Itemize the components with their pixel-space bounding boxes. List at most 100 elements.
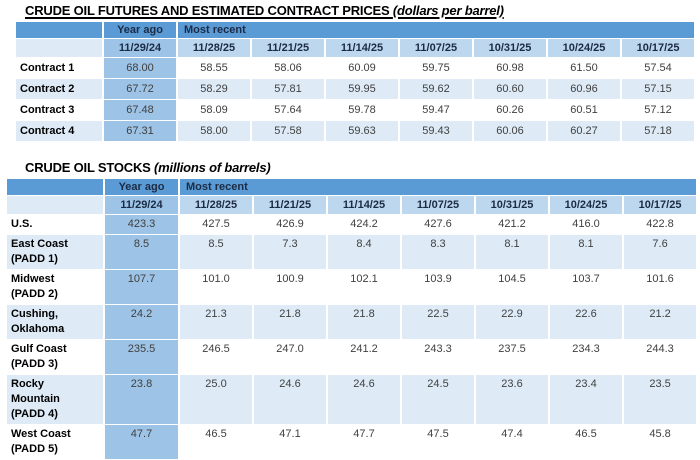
table-row: Cushing, Oklahoma 24.2 21.3 21.8 21.8 22.5 22.9…	[7, 305, 697, 339]
value-cell: 47.4	[476, 425, 548, 459]
table-row: Midwest (PADD 2) 107.7 101.0 100.9 102.1 103.9…	[7, 270, 697, 304]
value-cell: 22.5	[402, 305, 474, 339]
value-cell: 426.9	[254, 215, 326, 234]
value-cell: 8.3	[402, 235, 474, 269]
year-ago-value-cell: 67.72	[104, 79, 176, 99]
group-header-row: Year ago Most recent	[16, 22, 695, 38]
futures-title-unit-note: (dollars per barrel)	[392, 3, 504, 18]
date-header-row: 11/29/24 11/28/25 11/21/25 11/14/25 11/07/25…	[16, 39, 695, 57]
table-row: West Coast (PADD 5) 47.7 46.5 47.1 47.7 47.5 47…	[7, 425, 697, 459]
date-header-cell: 11/07/25	[400, 39, 472, 57]
table-row: Contract 1 68.00 58.55 58.06 60.09 59.75 60.98…	[16, 58, 695, 78]
date-header-cell: 10/17/25	[624, 196, 697, 214]
futures-table-title: CRUDE OIL FUTURES AND ESTIMATED CONTRACT…	[25, 3, 700, 18]
row-label-line: (PADD 2)	[11, 288, 58, 300]
value-cell: 47.5	[402, 425, 474, 459]
table-row: U.S. 423.3 427.5 426.9 424.2 427.6 421.2 416.0 4…	[7, 215, 697, 234]
value-cell: 60.98	[474, 58, 546, 78]
value-cell: 59.78	[326, 100, 398, 120]
value-cell: 60.96	[548, 79, 620, 99]
value-cell: 24.6	[254, 375, 326, 424]
value-cell: 424.2	[328, 215, 400, 234]
value-cell: 57.12	[622, 100, 695, 120]
value-cell: 22.9	[476, 305, 548, 339]
value-cell: 60.51	[548, 100, 620, 120]
value-cell: 100.9	[254, 270, 326, 304]
value-cell: 103.7	[550, 270, 622, 304]
value-cell: 47.7	[328, 425, 400, 459]
date-row-spacer-cell	[7, 196, 103, 214]
table-row: Gulf Coast (PADD 3) 235.5 246.5 247.0 241.2 24…	[7, 340, 697, 374]
value-cell: 21.8	[254, 305, 326, 339]
row-label-line: East Coast	[11, 238, 68, 250]
row-label-line: (PADD 1)	[11, 253, 58, 265]
value-cell: 421.2	[476, 215, 548, 234]
year-ago-value-cell: 23.8	[105, 375, 178, 424]
row-label-line: Oklahoma	[11, 323, 65, 335]
value-cell: 234.3	[550, 340, 622, 374]
value-cell: 21.2	[624, 305, 697, 339]
futures-title-text: CRUDE OIL FUTURES AND ESTIMATED CONTRACT…	[25, 3, 390, 18]
row-label-line: Midwest	[11, 273, 55, 285]
row-label-line: Contract 3	[20, 104, 75, 116]
row-label-cell: Cushing, Oklahoma	[7, 305, 103, 339]
value-cell: 59.47	[400, 100, 472, 120]
date-header-cell: 10/17/25	[622, 39, 695, 57]
value-cell: 60.09	[326, 58, 398, 78]
year-ago-value-cell: 423.3	[105, 215, 178, 234]
crude-oil-futures-table: Year ago Most recent 11/29/24 11/28/25 11/21…	[14, 21, 696, 142]
value-cell: 60.06	[474, 121, 546, 141]
value-cell: 22.6	[550, 305, 622, 339]
year-ago-band-cell: Year ago	[104, 22, 176, 38]
date-header-cell: 10/31/25	[474, 39, 546, 57]
value-cell: 58.55	[178, 58, 250, 78]
value-cell: 57.15	[622, 79, 695, 99]
corner-cell	[16, 22, 102, 38]
row-label-line: Contract 1	[20, 62, 75, 74]
row-label-line: U.S.	[11, 218, 33, 230]
value-cell: 57.81	[252, 79, 324, 99]
value-cell: 246.5	[180, 340, 252, 374]
value-cell: 416.0	[550, 215, 622, 234]
value-cell: 59.63	[326, 121, 398, 141]
year-ago-value-cell: 107.7	[105, 270, 178, 304]
row-label-cell: Contract 1	[16, 58, 102, 78]
table-row: Contract 4 67.31 58.00 57.58 59.63 59.43 60.06…	[16, 121, 695, 141]
value-cell: 23.4	[550, 375, 622, 424]
date-header-cell: 10/24/25	[548, 39, 620, 57]
value-cell: 25.0	[180, 375, 252, 424]
row-label-line: (PADD 5)	[11, 443, 58, 455]
value-cell: 427.6	[402, 215, 474, 234]
value-cell: 57.54	[622, 58, 695, 78]
value-cell: 58.00	[178, 121, 250, 141]
value-cell: 21.3	[180, 305, 252, 339]
row-label-line: Contract 2	[20, 83, 75, 95]
date-header-row: 11/29/24 11/28/25 11/21/25 11/14/25 11/07/25…	[7, 196, 697, 214]
row-label-line: Cushing,	[11, 308, 59, 320]
value-cell: 58.29	[178, 79, 250, 99]
row-label-cell: U.S.	[7, 215, 103, 234]
year-ago-value-cell: 24.2	[105, 305, 178, 339]
date-header-cell: 11/21/25	[254, 196, 326, 214]
value-cell: 61.50	[548, 58, 620, 78]
row-label-cell: Midwest (PADD 2)	[7, 270, 103, 304]
value-cell: 46.5	[180, 425, 252, 459]
date-header-cell: 10/31/25	[476, 196, 548, 214]
value-cell: 45.8	[624, 425, 697, 459]
row-label-line: Mountain	[11, 393, 60, 405]
group-header-row: Year ago Most recent	[7, 179, 697, 195]
value-cell: 101.0	[180, 270, 252, 304]
value-cell: 103.9	[402, 270, 474, 304]
date-header-cell: 11/29/24	[104, 39, 176, 57]
report-page: { "colors": { "band_blue": "#5b9bd5", "y…	[0, 3, 700, 460]
value-cell: 60.26	[474, 100, 546, 120]
value-cell: 58.06	[252, 58, 324, 78]
row-label-cell: West Coast (PADD 5)	[7, 425, 103, 459]
value-cell: 8.1	[550, 235, 622, 269]
row-label-line: (PADD 4)	[11, 408, 58, 420]
corner-cell	[7, 179, 103, 195]
value-cell: 243.3	[402, 340, 474, 374]
row-label-cell: Rocky Mountain (PADD 4)	[7, 375, 103, 424]
stocks-title-text: CRUDE OIL STOCKS	[25, 160, 151, 175]
crude-oil-stocks-table: Year ago Most recent 11/29/24 11/28/25 11/21…	[5, 178, 698, 460]
